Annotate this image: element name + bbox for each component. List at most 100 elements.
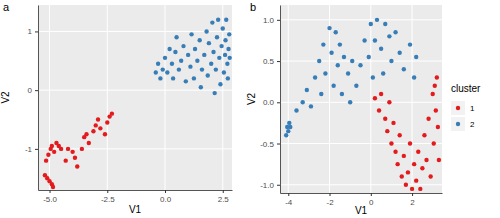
tick-mark: [165, 190, 166, 193]
point: [84, 132, 88, 136]
tick-mark: [371, 193, 372, 196]
point: [73, 155, 77, 159]
grid: [38, 5, 232, 190]
point: [64, 158, 68, 162]
x-axis-title: V1: [355, 205, 368, 216]
panel-title: a: [3, 1, 10, 13]
tick-label: 2.5: [218, 195, 230, 204]
tick-label: 0.5: [263, 57, 275, 66]
point: [186, 53, 190, 57]
legend-key: [456, 106, 460, 110]
tick-label: 1.0: [263, 16, 275, 25]
panel: -4-202-1.0-0.50.00.51.0bV1V2cluster12: [246, 1, 481, 216]
point: [319, 92, 323, 96]
point: [414, 55, 418, 59]
point: [91, 129, 95, 133]
point: [433, 84, 437, 88]
point: [336, 63, 340, 67]
point: [426, 117, 430, 121]
point: [46, 153, 50, 157]
grid-line: [38, 31, 232, 32]
grid: [280, 5, 442, 193]
point: [323, 71, 327, 75]
point: [408, 42, 412, 46]
figure: -5.0-2.50.02.5-101aV1V2-4-202-1.0-0.50.0…: [0, 0, 500, 218]
tick: 0.0: [263, 98, 280, 107]
point: [435, 75, 439, 79]
tick-mark: [277, 102, 280, 103]
point: [217, 56, 221, 60]
point: [218, 82, 222, 86]
point: [223, 38, 227, 42]
tick-label: 0.0: [160, 195, 172, 204]
tick-label: 0: [369, 198, 374, 207]
x-axis: -5.0-2.50.02.5: [39, 190, 233, 204]
tick: -4: [285, 193, 293, 207]
point: [436, 125, 440, 129]
tick-mark: [277, 144, 280, 145]
point: [305, 88, 309, 92]
point: [52, 150, 56, 154]
point: [416, 150, 420, 154]
tick-label: -4: [285, 198, 293, 207]
point: [177, 67, 181, 71]
legend: cluster12: [451, 83, 481, 131]
point: [202, 53, 206, 57]
point: [313, 75, 317, 79]
point: [373, 38, 377, 42]
point: [367, 55, 371, 59]
point: [340, 92, 344, 96]
tick-label: -2: [326, 198, 334, 207]
point: [331, 84, 335, 88]
point: [414, 178, 418, 182]
point: [173, 50, 177, 54]
tick: -0.5: [260, 140, 280, 149]
grid-line: [288, 5, 289, 193]
tick-label: 2: [410, 198, 415, 207]
point: [189, 32, 193, 36]
point: [199, 85, 203, 89]
point: [309, 104, 313, 108]
point: [381, 71, 385, 75]
tick-label: -1.0: [260, 181, 274, 190]
point: [204, 29, 208, 33]
point: [224, 17, 228, 21]
grid-line: [222, 5, 223, 190]
grid-line: [280, 61, 442, 62]
grid-line: [165, 5, 166, 190]
points: [284, 18, 441, 191]
point: [105, 120, 109, 124]
point: [214, 67, 218, 71]
grid-line: [280, 19, 442, 20]
point: [66, 147, 70, 151]
point: [209, 62, 213, 66]
y-axis-title: V2: [246, 92, 257, 105]
tick-label: -0.5: [260, 140, 274, 149]
point: [420, 166, 424, 170]
point: [226, 76, 230, 80]
point: [437, 158, 441, 162]
point: [418, 187, 422, 191]
tick-mark: [277, 20, 280, 21]
tick-mark: [330, 193, 331, 196]
grid-line: [370, 5, 371, 193]
tick-mark: [288, 193, 289, 196]
point: [221, 26, 225, 30]
point: [51, 185, 55, 189]
point: [80, 147, 84, 151]
point: [369, 22, 373, 26]
tick-label: -5.0: [43, 195, 57, 204]
tick-mark: [412, 193, 413, 196]
point: [188, 64, 192, 68]
tick-mark: [35, 149, 38, 150]
legend-key-background: [451, 101, 465, 115]
point: [387, 100, 391, 104]
point: [219, 44, 223, 48]
point: [393, 150, 397, 154]
tick: -5.0: [43, 190, 57, 204]
point: [206, 73, 210, 77]
point: [70, 150, 74, 154]
grid-line: [280, 184, 442, 185]
point: [431, 92, 435, 96]
point: [410, 187, 414, 191]
